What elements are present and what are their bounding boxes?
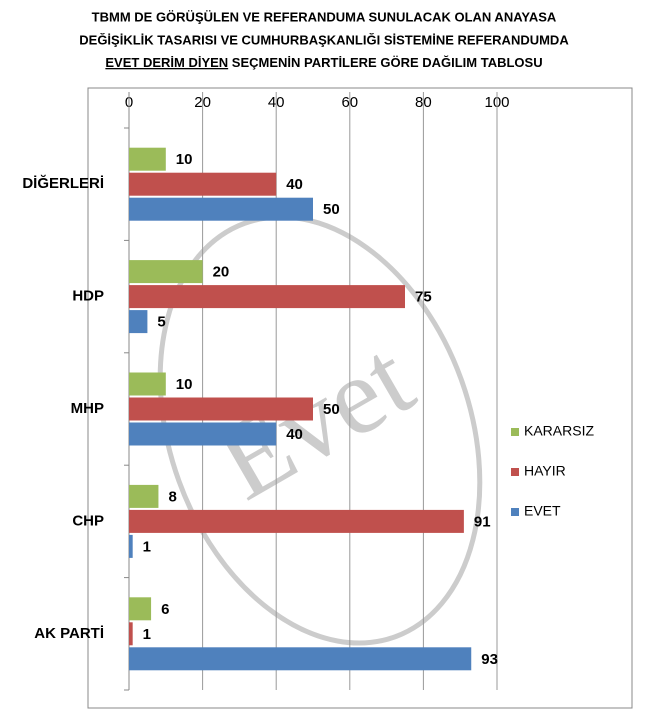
legend-label: EVET: [524, 503, 561, 519]
data-label: 1: [143, 538, 151, 555]
data-label: 20: [213, 264, 230, 281]
legend-label: HAYIR: [524, 463, 566, 479]
y-tick-label: AK PARTİ: [34, 625, 104, 642]
bar: [129, 622, 133, 646]
chart-title-rest: SEÇMENİN PARTİLERE GÖRE DAĞILIM TABLOSU: [232, 55, 543, 70]
y-tick-label: MHP: [71, 400, 104, 417]
data-label: 6: [161, 601, 169, 618]
chart-title-underlined: EVET DERİM DİYEN: [105, 55, 228, 70]
bar: [129, 647, 472, 671]
data-label: 40: [286, 426, 303, 443]
chart-title: EVET DERİM DİYEN SEÇMENİN PARTİLERE GÖRE…: [105, 55, 542, 70]
bar: [129, 172, 277, 196]
bar: [129, 197, 313, 221]
data-label: 10: [176, 151, 193, 168]
data-label: 40: [286, 176, 303, 193]
bar: [129, 285, 405, 309]
bar: [129, 147, 166, 171]
bar: [129, 484, 159, 508]
bar: [129, 372, 166, 396]
legend-swatch: [511, 428, 519, 436]
y-tick-label: CHP: [72, 512, 104, 529]
data-label: 50: [323, 401, 340, 418]
data-label: 93: [481, 651, 498, 668]
y-tick-label: DİĞERLERİ: [22, 174, 104, 192]
chart-frame: [87, 87, 633, 709]
data-label: 8: [168, 488, 176, 505]
stamp-ring: [157, 214, 483, 646]
data-label: 50: [323, 201, 340, 218]
bar: [129, 534, 133, 558]
data-label: 91: [474, 513, 491, 530]
data-label: 75: [415, 289, 432, 306]
bar: [129, 509, 464, 533]
bar: [129, 397, 313, 421]
legend-swatch: [511, 508, 519, 516]
legend-swatch: [511, 468, 519, 476]
data-label: 1: [143, 626, 151, 643]
bar: [129, 260, 203, 284]
data-label: 10: [176, 376, 193, 393]
y-tick-label: HDP: [72, 288, 104, 305]
legend-label: KARARSIZ: [524, 423, 594, 439]
chart-title: TBMM DE GÖRÜŞÜLEN VE REFERANDUMA SUNULAC…: [92, 9, 557, 24]
bar: [129, 597, 152, 621]
bar: [129, 310, 148, 334]
data-label: 5: [157, 314, 165, 331]
bar: [129, 422, 277, 446]
chart-title: DEĞİŞİKLİK TASARISI VE CUMHURBAŞKANLIĞI …: [79, 32, 569, 47]
